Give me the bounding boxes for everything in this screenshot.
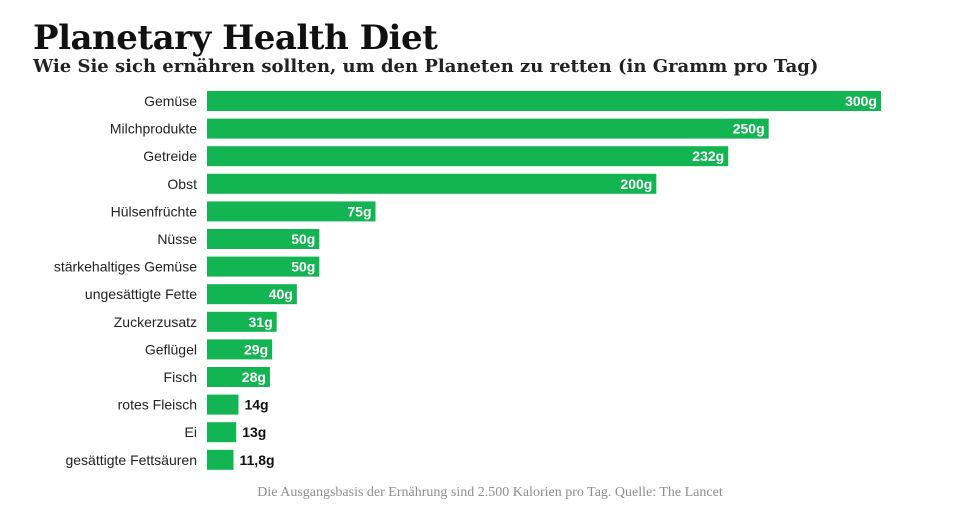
value-label: 31g [249, 314, 273, 330]
category-label: Zuckerzusatz [114, 314, 197, 330]
category-label: Fisch [164, 369, 197, 385]
category-label: Hülsenfrüchte [111, 203, 198, 219]
category-label: gesättigte Fettsäuren [65, 452, 197, 468]
chart-source-note: Die Ausgangsbasis der Ernährung sind 2.5… [257, 485, 723, 500]
category-label: Obst [167, 176, 197, 192]
category-label: rotes Fleisch [118, 397, 197, 413]
value-label: 11,8g [240, 452, 275, 468]
category-label: Nüsse [157, 231, 197, 247]
bar [207, 422, 237, 443]
value-label: 50g [291, 259, 315, 275]
bar [207, 91, 881, 111]
bar [207, 146, 729, 167]
value-label: 13g [242, 424, 266, 440]
category-label: ungesättigte Fette [85, 286, 197, 302]
value-label: 40g [269, 286, 293, 302]
value-label: 232g [692, 148, 724, 164]
chart-title: Planetary Health Diet [33, 18, 438, 58]
bar [207, 118, 769, 139]
bar [207, 449, 234, 470]
value-label: 300g [845, 93, 877, 109]
category-label: Ei [185, 424, 197, 440]
value-label: 14g [244, 397, 268, 413]
value-label: 250g [733, 121, 765, 137]
value-label: 28g [242, 369, 266, 385]
value-label: 50g [291, 231, 315, 247]
bar [207, 256, 320, 277]
category-label: Milchprodukte [110, 121, 197, 137]
category-label: stärkehaltiges Gemüse [54, 259, 197, 275]
bar [207, 173, 657, 194]
bar [207, 284, 297, 305]
bar [207, 311, 277, 332]
value-label: 200g [620, 176, 652, 192]
bar [207, 367, 270, 387]
value-label: 29g [244, 341, 268, 357]
category-label: Getreide [143, 148, 197, 164]
bar [207, 394, 239, 415]
category-label: Geflügel [145, 341, 197, 357]
bar [207, 201, 376, 222]
category-label: Gemüse [144, 93, 197, 109]
value-label: 75g [347, 203, 371, 219]
bar [207, 229, 320, 249]
chart-subtitle: Wie Sie sich ernähren sollten, um den Pl… [33, 56, 819, 77]
bar [207, 339, 273, 360]
